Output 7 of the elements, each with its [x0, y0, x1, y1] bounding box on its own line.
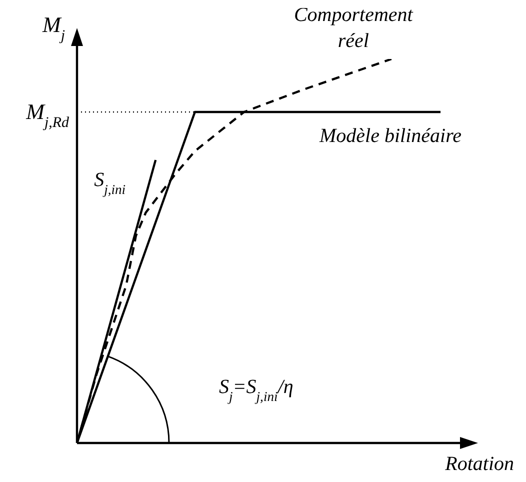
annotation: S$_{j}$=S$_{j,ini}$/η: [219, 376, 294, 404]
series-label: Comportement réel: [294, 4, 414, 52]
y-axis-title: M$_{j}$: [42, 12, 65, 44]
ref-line-label: M$_{j,Rd}$: [25, 98, 70, 131]
x-axis-title: Rotation: [444, 453, 514, 475]
series-label: S$_{j,ini}$: [94, 168, 126, 196]
series-label: Modèle bilinéaire: [318, 124, 462, 147]
